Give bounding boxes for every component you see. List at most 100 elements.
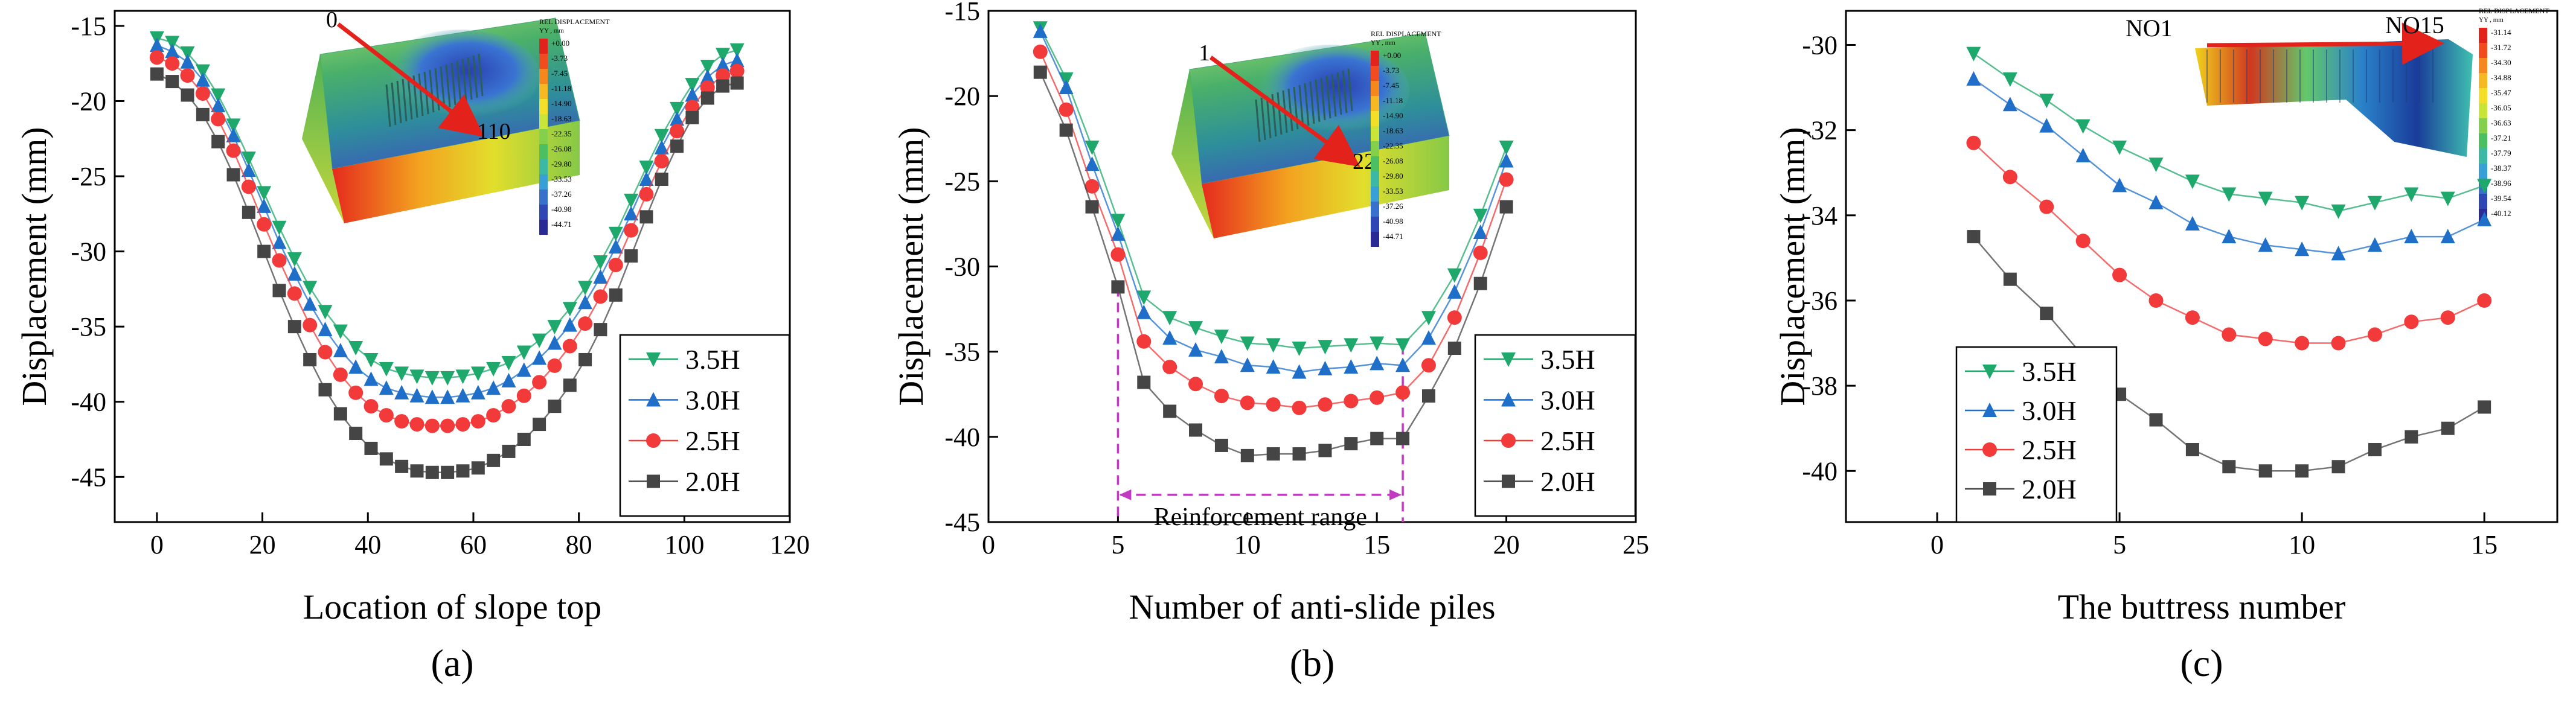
data-point-2.0H: [471, 461, 485, 475]
data-point-2.5H: [333, 367, 348, 382]
data-point-2.0H: [1967, 230, 1981, 244]
inset-pile: [1325, 75, 1331, 119]
data-point-3.5H: [2404, 187, 2419, 202]
data-point-2.0H: [272, 284, 286, 298]
data-point-3.5H: [516, 345, 531, 360]
inset-pile: [472, 55, 478, 98]
data-point-3.0H: [1162, 330, 1177, 345]
data-point-3.5H: [486, 362, 501, 377]
colorbar-value: -22.35: [1383, 141, 1403, 150]
legend-marker-2.0H: [1502, 474, 1515, 488]
data-point-2.5H: [729, 63, 745, 78]
data-point-2.0H: [1266, 447, 1280, 461]
data-point-2.0H: [655, 173, 668, 186]
colorbar-value: -14.90: [1383, 111, 1403, 120]
colorbar-swatch: [2479, 58, 2487, 73]
data-point-3.0H: [1318, 360, 1333, 375]
data-point-2.5H: [195, 86, 210, 101]
data-point-2.5H: [700, 80, 715, 95]
data-point-3.5H: [1370, 336, 1385, 351]
data-point-3.5H: [2039, 94, 2054, 109]
legend-label-3.0H: 3.0H: [2022, 395, 2077, 426]
data-point-2.0H: [716, 79, 730, 93]
colorbar-title: REL DISPLACEMENT: [2479, 7, 2549, 15]
data-point-3.0H: [226, 127, 241, 142]
colorbar-swatch: [1371, 111, 1379, 126]
inset-pile: [429, 69, 435, 113]
colorbar-value: -37.79: [2491, 148, 2511, 158]
data-point-3.0H: [654, 139, 669, 155]
data-point-2.5H: [654, 154, 669, 169]
colorbar-swatch: [539, 159, 548, 174]
data-point-3.0H: [333, 343, 348, 358]
data-point-3.0H: [455, 387, 470, 403]
inset-start-label: NO1: [2126, 14, 2173, 42]
x-tick-label: 120: [770, 530, 810, 559]
data-point-3.0H: [364, 371, 379, 386]
colorbar-swatch: [539, 54, 548, 69]
data-point-2.5H: [379, 408, 394, 423]
data-point-2.5H: [1344, 394, 1359, 409]
legend-label-2.5H: 2.5H: [1540, 425, 1595, 456]
data-point-3.0H: [1292, 364, 1307, 379]
plot-frame: [1845, 10, 2558, 523]
colorbar-value: -37.26: [1383, 202, 1403, 211]
data-point-2.0H: [670, 139, 684, 153]
data-point-2.5H: [303, 317, 318, 333]
x-tick-label: 80: [566, 530, 592, 559]
data-point-2.0H: [364, 441, 378, 455]
data-point-2.0H: [150, 67, 164, 81]
data-point-2.0H: [1292, 447, 1306, 461]
data-point-3.0H: [624, 206, 639, 221]
x-tick-label: 10: [1234, 530, 1261, 559]
colorbar-value: -37.21: [2491, 133, 2511, 142]
plot-frame: [114, 10, 791, 523]
legend-label-2.0H: 2.0H: [2022, 474, 2077, 505]
data-point-2.0H: [1396, 432, 1410, 445]
data-point-3.0H: [287, 266, 302, 281]
data-point-3.5H: [1395, 338, 1411, 353]
data-point-2.0H: [333, 407, 347, 421]
data-point-2.5H: [1033, 44, 1048, 59]
legend-marker-2.5H: [1501, 433, 1516, 448]
inset-front-face: [332, 121, 580, 223]
data-point-2.5H: [1162, 360, 1177, 375]
colorbar-value: -18.63: [551, 114, 572, 123]
range-arrowhead-right: [1389, 489, 1402, 500]
colorbar-swatch: [539, 99, 548, 114]
range-arrowhead-left: [1119, 489, 1132, 500]
inset-arrow: [2206, 22, 2444, 65]
data-point-3.5H: [2185, 174, 2200, 190]
data-point-3.5H: [348, 341, 364, 356]
data-point-3.5H: [562, 302, 577, 317]
x-tick-label: 60: [460, 530, 487, 559]
data-point-3.5H: [532, 333, 547, 348]
colorbar-value: -11.18: [1383, 96, 1403, 105]
y-tick-label: -38: [1802, 371, 1837, 401]
data-point-2.0H: [487, 453, 501, 467]
legend-label-3.5H: 3.5H: [1540, 344, 1595, 375]
x-tick-label: 5: [1111, 530, 1124, 559]
data-point-2.0H: [1499, 200, 1513, 214]
data-point-2.0H: [609, 288, 623, 302]
x-tick-label: 100: [664, 530, 704, 559]
data-point-2.0H: [639, 210, 653, 224]
data-point-2.5H: [1266, 397, 1281, 412]
data-point-3.5H: [226, 118, 241, 133]
inset-pile: [1331, 74, 1337, 117]
colorbar-value: -33.53: [551, 174, 572, 183]
data-point-2.5H: [165, 56, 180, 71]
y-tick-label: -30: [1802, 30, 1837, 60]
chart-panel-3: 0 5 10 15 -30 -32 -34 -36 -38 -40 The buttress num…: [1773, 7, 2558, 684]
legend-marker-2.0H: [647, 474, 660, 488]
data-point-3.0H: [1033, 23, 1048, 38]
data-point-2.0H: [2149, 413, 2163, 427]
y-tick-label: -35: [944, 337, 980, 367]
data-point-3.5H: [2258, 191, 2273, 206]
colorbar-value: -39.54: [2491, 194, 2511, 203]
data-point-3.0H: [2075, 147, 2091, 162]
data-point-3.0H: [1110, 226, 1126, 241]
colorbar-value: -11.18: [551, 84, 571, 93]
legend-marker-2.5H: [646, 433, 661, 448]
x-tick-label: 20: [1493, 530, 1520, 559]
